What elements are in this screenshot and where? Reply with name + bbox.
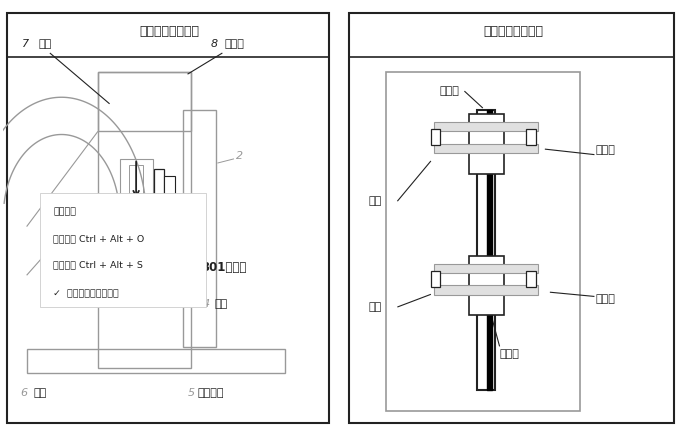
Bar [155, 169, 164, 207]
Bar [386, 72, 580, 411]
Bar [434, 264, 538, 273]
Bar [98, 72, 191, 368]
Bar [431, 129, 440, 145]
Text: 5: 5 [187, 388, 195, 398]
Text: 301工作腔: 301工作腔 [201, 261, 246, 274]
Bar [527, 271, 536, 287]
Bar [434, 122, 538, 131]
Text: 吸水口: 吸水口 [595, 146, 615, 156]
Bar [477, 110, 495, 390]
Bar [434, 286, 538, 295]
Text: 屏幕截图: 屏幕截图 [53, 207, 76, 216]
Bar [27, 349, 285, 373]
Text: 立板: 立板 [214, 299, 227, 309]
Bar [40, 193, 206, 307]
Text: 吸水槽: 吸水槽 [439, 86, 459, 96]
Bar [469, 114, 504, 174]
Bar [431, 271, 440, 287]
Text: 2: 2 [235, 151, 243, 161]
Text: 固定座: 固定座 [224, 38, 244, 49]
Text: 7: 7 [22, 38, 29, 49]
Text: 螺栓: 螺栓 [369, 196, 382, 206]
Text: 压板: 压板 [34, 388, 47, 398]
Text: 被控侵权产品特征: 被控侵权产品特征 [483, 25, 543, 38]
Text: 螺栓: 螺栓 [369, 302, 382, 312]
Bar [469, 256, 504, 315]
Bar [164, 176, 175, 201]
Text: 第一活叶: 第一活叶 [198, 388, 224, 398]
Bar [527, 129, 536, 145]
Text: ✓  截图时隐藏当前窗口: ✓ 截图时隐藏当前窗口 [53, 290, 119, 299]
Text: 8: 8 [211, 38, 218, 49]
Text: 屏幕识图 Ctrl + Alt + O: 屏幕识图 Ctrl + Alt + O [53, 235, 144, 244]
Text: 屏幕录制 Ctrl + Alt + S: 屏幕录制 Ctrl + Alt + S [53, 260, 143, 269]
Text: 吸水口: 吸水口 [499, 349, 519, 359]
Bar [120, 159, 153, 207]
Text: 螺栓: 螺栓 [38, 38, 51, 49]
Bar [129, 165, 143, 201]
Bar [98, 72, 191, 131]
Text: 6: 6 [20, 388, 27, 398]
Text: 4: 4 [202, 299, 209, 309]
Text: 工作腔: 工作腔 [595, 294, 615, 304]
Text: 涉案专利技术特征: 涉案专利技术特征 [140, 25, 199, 38]
Bar [434, 143, 538, 153]
Bar [183, 110, 215, 347]
